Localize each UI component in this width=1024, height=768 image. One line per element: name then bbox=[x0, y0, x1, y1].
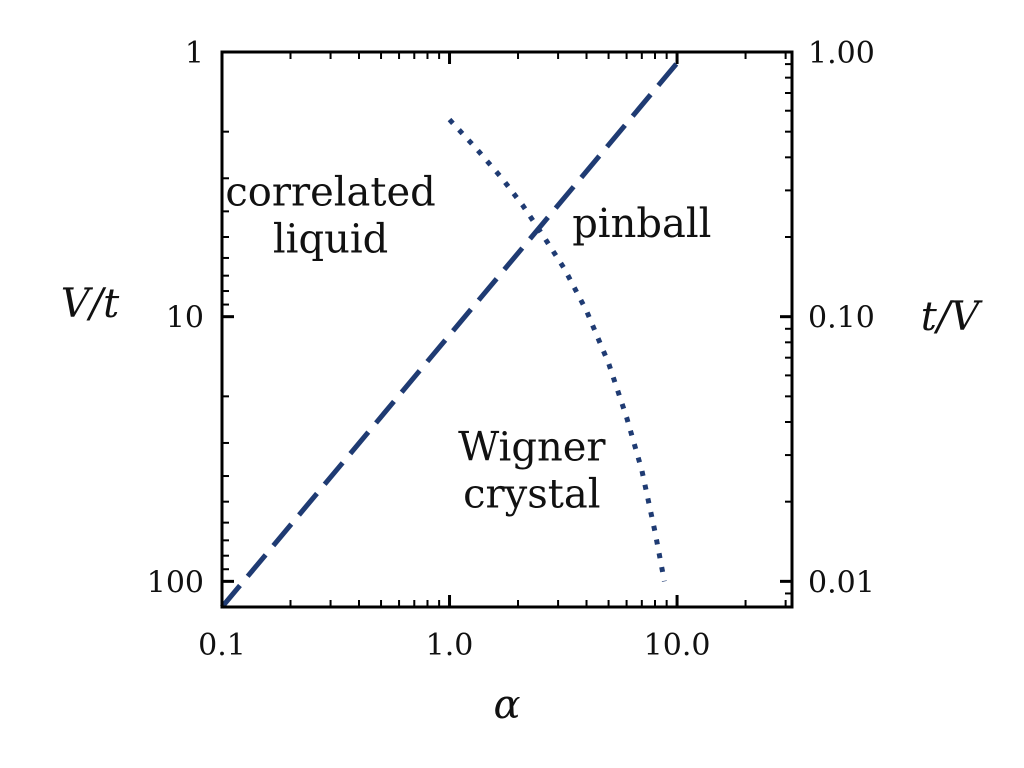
dotted-boundary-curve bbox=[447, 117, 667, 582]
region-label: pinball bbox=[572, 201, 711, 247]
region-label-line: liquid bbox=[273, 216, 388, 262]
annotation-layer: correlated liquid pinball Wigner crystal bbox=[225, 169, 711, 517]
x-axis-title: α bbox=[493, 682, 520, 728]
y-tick-label-left: 10 bbox=[166, 301, 204, 336]
x-tick-label: 0.1 bbox=[198, 628, 246, 663]
region-label-line: pinball bbox=[572, 201, 711, 247]
region-label-line: Wigner bbox=[458, 425, 606, 471]
region-label: Wigner crystal bbox=[458, 425, 606, 518]
region-label-line: correlated bbox=[225, 169, 435, 215]
x-tick-label: 10.0 bbox=[644, 628, 711, 663]
y-tick-label-right: 0.01 bbox=[808, 565, 875, 600]
tick-labels-layer: 0.1 1.0 10.0 1 10 100 1.00 0.10 0.01 bbox=[147, 36, 875, 663]
y-tick-label-right: 1.00 bbox=[808, 36, 875, 71]
region-label: correlated liquid bbox=[225, 169, 435, 262]
ticks-layer bbox=[220, 50, 792, 608]
region-label-line: crystal bbox=[463, 472, 600, 518]
plot-frame bbox=[220, 50, 794, 609]
y-tick-label-left: 100 bbox=[147, 565, 204, 600]
y-axis-title-right: t/V bbox=[921, 294, 984, 340]
series-layer bbox=[220, 61, 680, 609]
dashed-boundary-line bbox=[220, 61, 680, 609]
y-tick-label-right: 0.10 bbox=[808, 301, 875, 336]
y-tick-label-left: 1 bbox=[185, 36, 204, 71]
y-axis-title-left: V/t bbox=[61, 281, 120, 327]
x-tick-label: 1.0 bbox=[426, 628, 474, 663]
